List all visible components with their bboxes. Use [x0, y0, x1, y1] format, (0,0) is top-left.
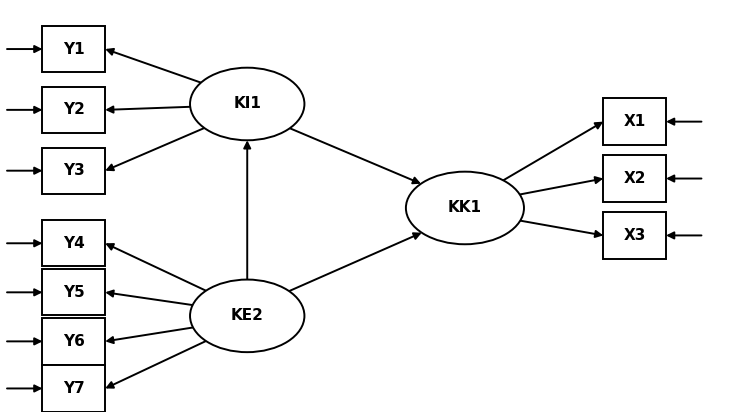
FancyBboxPatch shape	[43, 269, 106, 316]
Text: Y6: Y6	[63, 334, 85, 349]
Text: Y7: Y7	[63, 381, 85, 396]
FancyBboxPatch shape	[43, 365, 106, 412]
Text: Y3: Y3	[63, 163, 85, 178]
FancyBboxPatch shape	[604, 212, 666, 259]
FancyBboxPatch shape	[43, 26, 106, 72]
Text: Y4: Y4	[63, 236, 85, 251]
Text: KE2: KE2	[231, 308, 263, 323]
Text: KK1: KK1	[448, 201, 482, 215]
Text: KI1: KI1	[233, 96, 261, 112]
Text: X2: X2	[624, 171, 646, 186]
Text: X1: X1	[624, 114, 646, 129]
Text: Y1: Y1	[63, 42, 85, 56]
Text: Y2: Y2	[63, 102, 85, 117]
Text: X3: X3	[624, 228, 646, 243]
Ellipse shape	[190, 280, 305, 352]
FancyBboxPatch shape	[43, 318, 106, 365]
FancyBboxPatch shape	[43, 87, 106, 133]
FancyBboxPatch shape	[43, 220, 106, 267]
FancyBboxPatch shape	[43, 147, 106, 194]
FancyBboxPatch shape	[604, 155, 666, 202]
FancyBboxPatch shape	[604, 98, 666, 145]
Text: Y5: Y5	[63, 285, 85, 300]
Ellipse shape	[406, 172, 524, 244]
Ellipse shape	[190, 68, 305, 140]
